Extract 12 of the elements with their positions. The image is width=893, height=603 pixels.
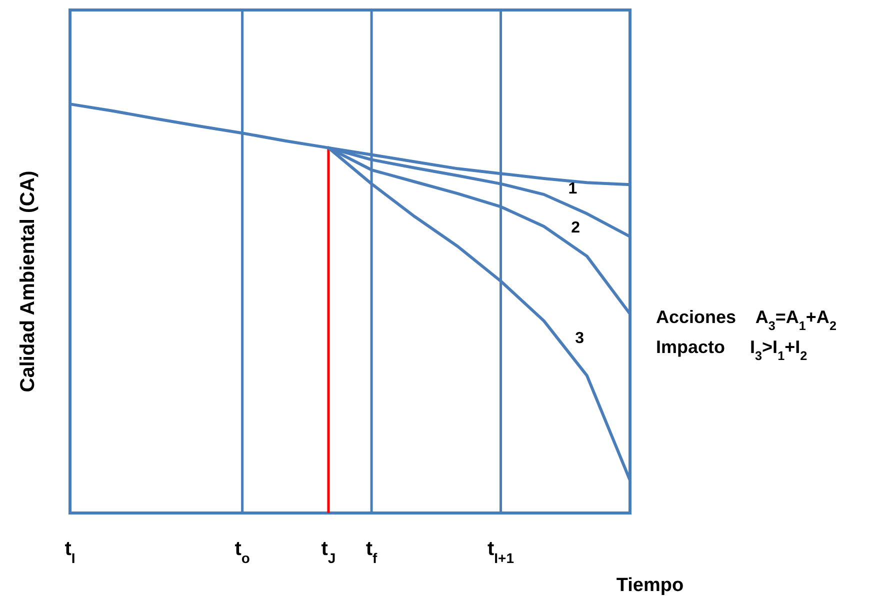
x-tick-label: t$_{f}$ — [366, 538, 378, 566]
series-label: 1 — [568, 180, 578, 198]
series-label: 3 — [575, 330, 584, 348]
y-axis-title: Calidad Ambiental (CA) — [17, 170, 39, 392]
x-tick-label: t$_{I+1}$ — [488, 538, 514, 566]
series-label: 2 — [571, 219, 580, 236]
x-axis-title: Tiempo — [616, 575, 684, 596]
x-tick-label: t$_{I}$ — [64, 538, 76, 566]
text: Impacto I$_{3}$>I$_{1}$+I$_{2}$ — [656, 337, 808, 363]
x-tick-label: t$_{o}$ — [234, 538, 250, 566]
x-tick-label: t$_{J}$ — [321, 538, 336, 566]
text: Acciones A$_{3}$=A$_{1}$+A$_{2}$ — [656, 307, 836, 333]
